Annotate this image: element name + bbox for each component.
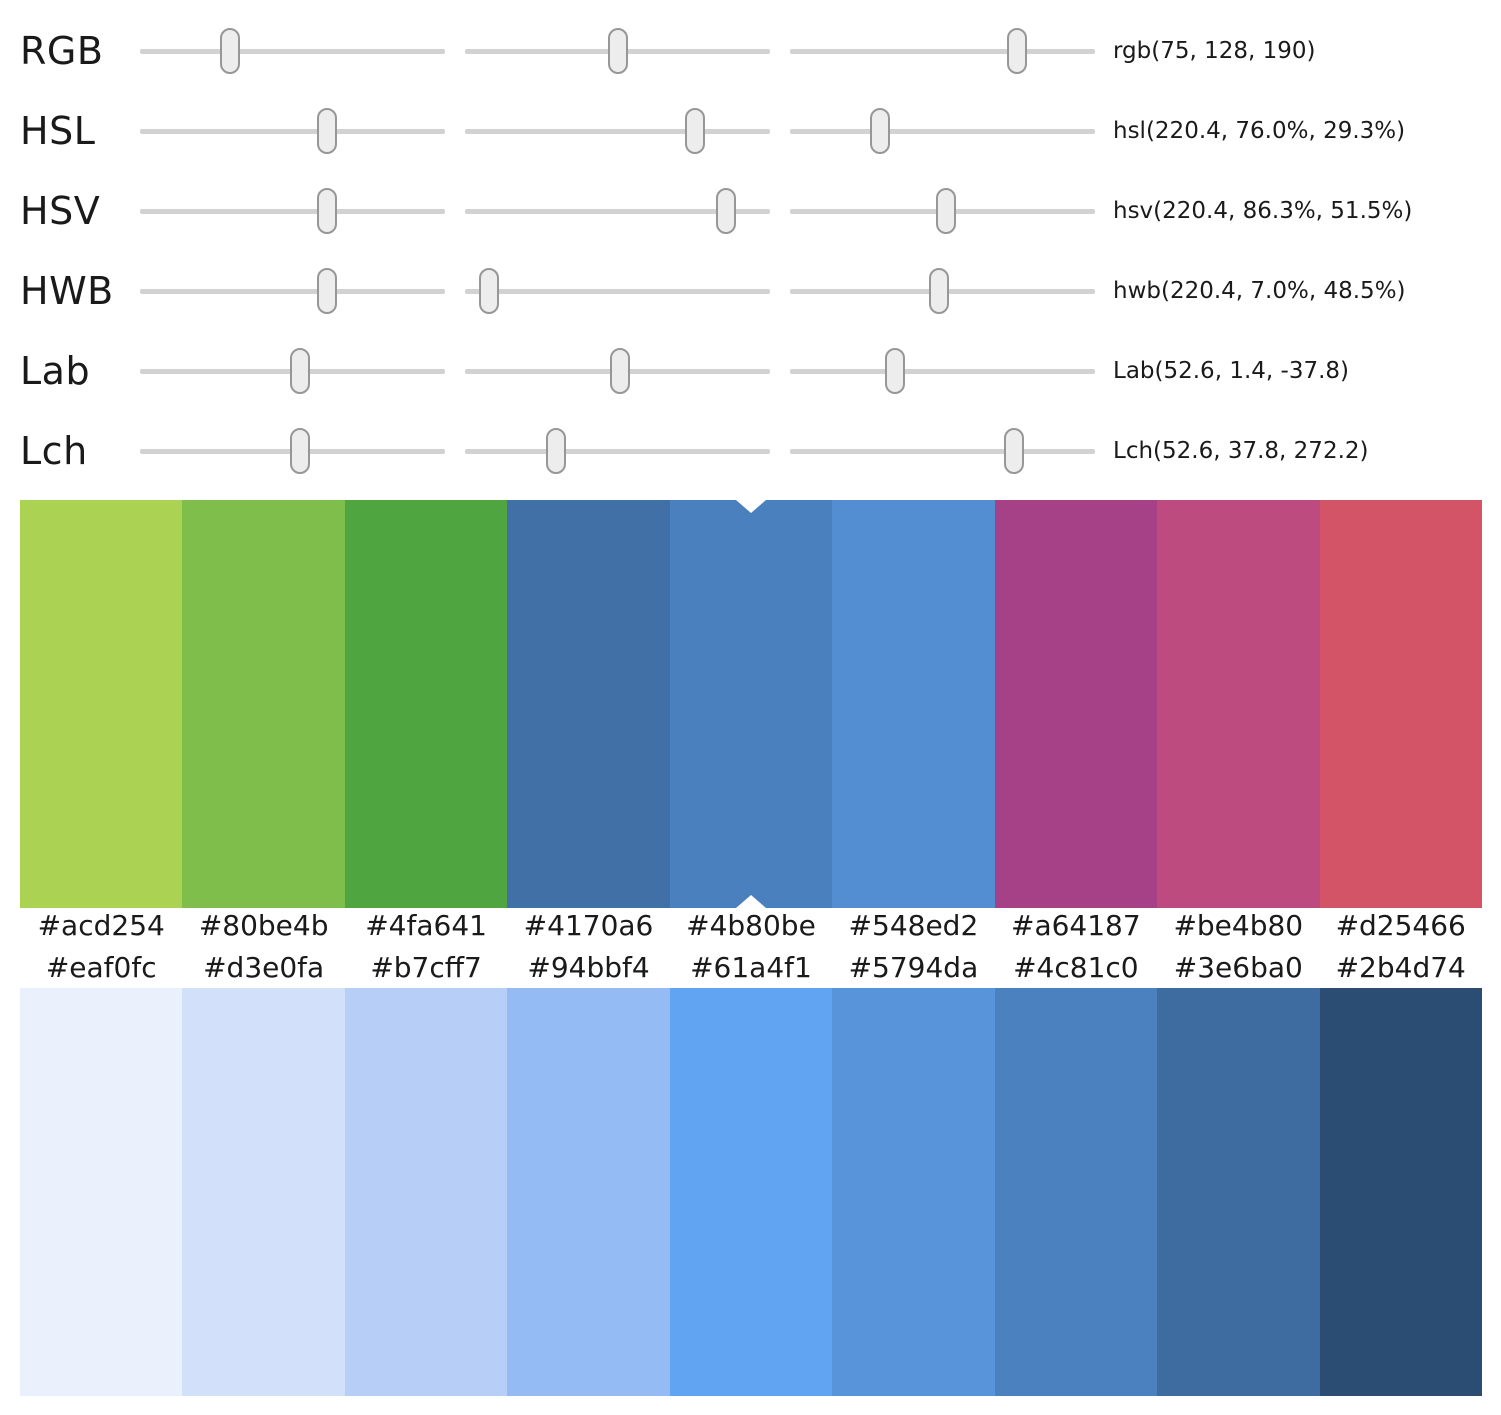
hue-swatch-7[interactable] <box>1157 500 1320 908</box>
slider-row-label-rgb: RGB <box>20 29 104 73</box>
slider-thumb-hsl-2[interactable] <box>870 108 891 154</box>
lightness-hex-label-5: #5794da <box>848 951 979 984</box>
slider-thumb-lch-2[interactable] <box>1003 428 1024 474</box>
hue-swatch-6[interactable] <box>994 500 1158 908</box>
slider-track-hwb-2[interactable] <box>790 268 1095 314</box>
lightness-swatch-1[interactable] <box>182 988 345 1396</box>
slider-thumb-hsv-0[interactable] <box>316 188 337 234</box>
slider-thumb-hsv-1[interactable] <box>715 188 736 234</box>
slider-track-hsv-2[interactable] <box>790 188 1095 234</box>
hue-swatch-5[interactable] <box>832 500 995 908</box>
slider-thumb-lch-1[interactable] <box>545 428 566 474</box>
lightness-hex-label-6: #4c81c0 <box>1013 951 1139 984</box>
color-value-text-hsv: hsv(220.4, 86.3%, 51.5%) <box>1113 198 1413 224</box>
slider-row-hsv: HSV hsv(220.4, 86.3%, 51.5%) <box>0 171 1501 251</box>
slider-row-label-hsl: HSL <box>20 109 96 153</box>
slider-thumb-hsl-0[interactable] <box>316 108 337 154</box>
slider-thumb-hsv-2[interactable] <box>936 188 957 234</box>
slider-thumb-rgb-2[interactable] <box>1007 28 1028 74</box>
lightness-swatch-3[interactable] <box>507 988 670 1396</box>
slider-thumb-hwb-0[interactable] <box>316 268 337 314</box>
lightness-swatch-8[interactable] <box>1319 988 1482 1396</box>
hue-hex-label-row: #acd254 #80be4b #4fa641 #4170a6 #4b80be #548e… <box>20 906 1482 948</box>
hue-swatch-2[interactable] <box>344 500 508 908</box>
slider-thumb-lab-1[interactable] <box>609 348 630 394</box>
lightness-swatch-4[interactable] <box>669 988 833 1396</box>
slider-thumb-hwb-1[interactable] <box>479 268 500 314</box>
hue-swatch-4[interactable] <box>669 500 833 908</box>
lightness-hex-label-1: #d3e0fa <box>203 951 325 984</box>
slider-row-lch: Lch Lch(52.6, 37.8, 272.2) <box>0 411 1501 491</box>
slider-track-rgb-2[interactable] <box>790 28 1095 74</box>
slider-thumb-hsl-1[interactable] <box>685 108 706 154</box>
slider-row-lab: Lab Lab(52.6, 1.4, -37.8) <box>0 331 1501 411</box>
slider-track-hwb-1[interactable] <box>465 268 770 314</box>
lightness-swatch-2[interactable] <box>344 988 508 1396</box>
hue-palette-strip <box>20 500 1482 908</box>
lightness-hex-label-8: #2b4d74 <box>1335 951 1466 984</box>
slider-track-hwb-0[interactable] <box>140 268 445 314</box>
slider-track-rgb-0[interactable] <box>140 28 445 74</box>
hue-hex-label-1: #80be4b <box>198 909 329 942</box>
lightness-swatch-7[interactable] <box>1157 988 1320 1396</box>
hue-hex-label-3: #4170a6 <box>523 909 654 942</box>
slider-thumb-lab-0[interactable] <box>290 348 311 394</box>
slider-row-label-hwb: HWB <box>20 269 114 313</box>
hue-hex-label-6: #a64187 <box>1010 909 1141 942</box>
color-value-text-lch: Lch(52.6, 37.8, 272.2) <box>1113 438 1369 464</box>
slider-track-rgb-1[interactable] <box>465 28 770 74</box>
lightness-swatch-5[interactable] <box>832 988 995 1396</box>
hue-hex-label-5: #548ed2 <box>848 909 979 942</box>
slider-row-hsl: HSL hsl(220.4, 76.0%, 29.3%) <box>0 91 1501 171</box>
slider-track-hsl-1[interactable] <box>465 108 770 154</box>
slider-track-lab-0[interactable] <box>140 348 445 394</box>
slider-row-label-hsv: HSV <box>20 189 101 233</box>
hue-hex-label-0: #acd254 <box>37 909 165 942</box>
slider-track-hsl-2[interactable] <box>790 108 1095 154</box>
slider-thumb-rgb-0[interactable] <box>219 28 240 74</box>
slider-track-lab-2[interactable] <box>790 348 1095 394</box>
hue-hex-label-8: #d25466 <box>1335 909 1466 942</box>
slider-row-label-lab: Lab <box>20 349 91 393</box>
slider-row-label-lch: Lch <box>20 429 88 473</box>
lightness-hex-label-0: #eaf0fc <box>45 951 157 984</box>
hue-hex-label-4: #4b80be <box>686 909 816 942</box>
color-value-text-lab: Lab(52.6, 1.4, -37.8) <box>1113 358 1349 384</box>
selected-swatch-notch-top <box>736 500 766 513</box>
slider-track-lch-1[interactable] <box>465 428 770 474</box>
hue-swatch-8[interactable] <box>1319 500 1482 908</box>
slider-thumb-lch-0[interactable] <box>290 428 311 474</box>
lightness-hex-label-7: #3e6ba0 <box>1173 951 1303 984</box>
lightness-hex-label-4: #61a4f1 <box>690 951 812 984</box>
lightness-palette-strip <box>20 988 1482 1396</box>
hue-hex-label-7: #be4b80 <box>1173 909 1304 942</box>
lightness-swatch-6[interactable] <box>994 988 1158 1396</box>
color-value-text-hwb: hwb(220.4, 7.0%, 48.5%) <box>1113 278 1406 304</box>
slider-row-rgb: RGB rgb(75, 128, 190) <box>0 11 1501 91</box>
lightness-swatch-0[interactable] <box>20 988 183 1396</box>
slider-track-hsl-0[interactable] <box>140 108 445 154</box>
slider-thumb-rgb-1[interactable] <box>608 28 629 74</box>
hue-swatch-3[interactable] <box>507 500 670 908</box>
color-value-text-hsl: hsl(220.4, 76.0%, 29.3%) <box>1113 118 1406 144</box>
selected-swatch-notch-bottom <box>736 895 766 908</box>
slider-panel: RGB rgb(75, 128, 190) HSL hsl(220.4, 76.0%,… <box>0 0 1501 495</box>
slider-track-lch-2[interactable] <box>790 428 1095 474</box>
slider-thumb-hwb-2[interactable] <box>928 268 949 314</box>
slider-track-hsv-1[interactable] <box>465 188 770 234</box>
hue-swatch-1[interactable] <box>182 500 345 908</box>
lightness-hex-label-2: #b7cff7 <box>370 951 482 984</box>
slider-track-hsv-0[interactable] <box>140 188 445 234</box>
hue-swatch-0[interactable] <box>20 500 183 908</box>
lightness-hex-label-3: #94bbf4 <box>527 951 650 984</box>
slider-row-hwb: HWB hwb(220.4, 7.0%, 48.5%) <box>0 251 1501 331</box>
color-value-text-rgb: rgb(75, 128, 190) <box>1113 38 1316 64</box>
slider-thumb-lab-2[interactable] <box>885 348 906 394</box>
slider-track-lch-0[interactable] <box>140 428 445 474</box>
lightness-hex-label-row: #eaf0fc #d3e0fa #b7cff7 #94bbf4 #61a4f1 #5794… <box>20 948 1482 988</box>
hue-hex-label-2: #4fa641 <box>365 909 487 942</box>
slider-track-lab-1[interactable] <box>465 348 770 394</box>
